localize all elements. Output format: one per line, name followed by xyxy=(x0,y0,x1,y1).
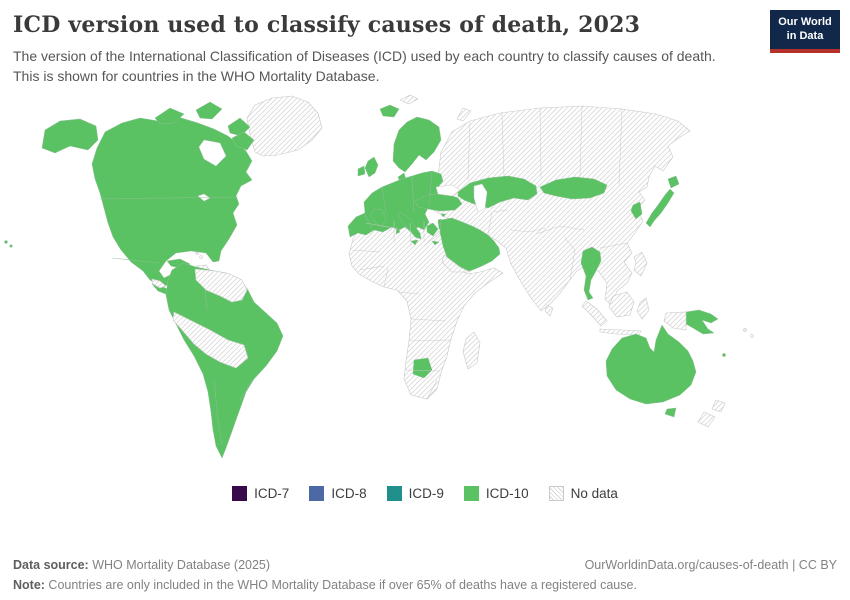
legend-item-no-data[interactable]: No data xyxy=(548,486,618,502)
data-source-text[interactable]: WHO Mortality Database (2025) xyxy=(88,558,271,572)
legend-label-icd7: ICD-7 xyxy=(254,486,290,502)
data-source-label: Data source: xyxy=(13,558,89,572)
region-madagascar xyxy=(462,331,481,370)
region-italy xyxy=(397,212,422,240)
region-alaska xyxy=(41,118,99,154)
legend-item-icd7[interactable]: ICD-7 xyxy=(232,486,290,502)
region-tunisia xyxy=(370,208,387,228)
world-choropleth-map[interactable] xyxy=(0,88,850,480)
region-bahamas xyxy=(199,255,203,259)
region-fiji xyxy=(743,328,747,333)
legend-label-icd8: ICD-8 xyxy=(331,486,367,502)
footer-note: Note: Countries are only included in the… xyxy=(13,578,637,592)
region-sardinia xyxy=(395,226,401,235)
world-map-container xyxy=(0,88,850,480)
region-sicily xyxy=(410,239,419,246)
country-borders xyxy=(99,106,628,446)
legend-label-icd10: ICD-10 xyxy=(485,486,529,502)
legend-item-icd10[interactable]: ICD-10 xyxy=(463,486,529,502)
region-hawaii xyxy=(9,244,13,248)
legend-swatch-icd10 xyxy=(463,486,479,502)
region-scandinavia xyxy=(392,116,442,173)
region-arctic-islands xyxy=(195,101,223,120)
regions-no-data-overlays[interactable] xyxy=(151,254,687,369)
region-greenland xyxy=(246,95,323,157)
region-new-caledonia xyxy=(722,353,726,358)
region-arctic-islands xyxy=(227,117,251,137)
region-botswana xyxy=(412,357,433,379)
region-sri-lanka xyxy=(544,304,554,317)
chart-subtitle: The version of the International Classif… xyxy=(13,48,716,84)
legend-swatch-icd8 xyxy=(309,486,325,502)
region-baffin xyxy=(231,131,255,151)
region-arctic-islands xyxy=(154,107,185,125)
region-new-zealand-south xyxy=(697,411,716,428)
region-sumatra xyxy=(581,300,608,327)
region-south-korea xyxy=(630,201,643,220)
region-svalbard xyxy=(399,94,419,105)
legend-swatch-no-data xyxy=(548,486,564,502)
region-iceland xyxy=(379,104,400,118)
region-philippines xyxy=(633,251,648,277)
caspian-sea xyxy=(473,183,488,213)
region-papua-new-guinea xyxy=(685,309,719,335)
region-tasmania xyxy=(664,407,677,418)
region-united-kingdom xyxy=(364,156,379,178)
region-new-zealand-north xyxy=(711,399,726,413)
region-thailand xyxy=(580,246,602,301)
region-hokkaido xyxy=(667,175,680,189)
chart-header: ICD version used to classify causes of d… xyxy=(0,0,850,86)
owid-logo-line2: in Data xyxy=(786,29,824,42)
legend-label-no-data: No data xyxy=(570,486,618,502)
footer-note-text: Countries are only included in the WHO M… xyxy=(44,578,637,592)
region-hawaii xyxy=(4,240,8,244)
legend-item-icd8[interactable]: ICD-8 xyxy=(309,486,367,502)
footer-note-label: Note: xyxy=(13,578,45,592)
map-legend: ICD-7 ICD-8 ICD-9 ICD-10 No data xyxy=(0,486,850,502)
legend-item-icd9[interactable]: ICD-9 xyxy=(386,486,444,502)
black-sea xyxy=(435,184,461,197)
region-crete xyxy=(431,240,440,246)
region-cyprus xyxy=(440,213,447,218)
region-sulawesi xyxy=(636,297,650,320)
region-novaya-zemlya xyxy=(456,107,472,122)
legend-swatch-icd7 xyxy=(232,486,248,502)
legend-label-icd9: ICD-9 xyxy=(408,486,444,502)
region-pacific-island xyxy=(750,334,754,338)
region-arabian-peninsula xyxy=(439,217,501,272)
region-borneo xyxy=(608,291,635,318)
region-ireland xyxy=(357,165,366,177)
region-japan xyxy=(645,188,675,228)
hudson-bay xyxy=(198,139,227,167)
region-honduras-nicaragua xyxy=(151,278,167,289)
regions-no-data[interactable] xyxy=(195,94,754,428)
page-title: ICD version used to classify causes of d… xyxy=(13,12,641,38)
legend-swatch-icd9 xyxy=(386,486,402,502)
owid-logo[interactable]: Our World in Data xyxy=(770,10,840,53)
chart-footer: Data source: WHO Mortality Database (202… xyxy=(0,558,850,592)
region-australia xyxy=(605,324,697,405)
data-source: Data source: WHO Mortality Database (202… xyxy=(13,558,270,572)
region-yemen xyxy=(441,254,471,273)
region-greece xyxy=(426,222,439,237)
region-peru-bolivia xyxy=(172,311,249,369)
owid-url-link[interactable]: OurWorldinData.org/causes-of-death | CC … xyxy=(584,558,837,572)
region-turkey xyxy=(414,192,463,212)
region-mongolia xyxy=(539,176,608,200)
region-west-papua xyxy=(663,311,687,331)
region-venezuela-guyanas xyxy=(194,268,248,303)
water-cutouts xyxy=(197,139,488,213)
owid-logo-line1: Our World xyxy=(778,16,832,28)
